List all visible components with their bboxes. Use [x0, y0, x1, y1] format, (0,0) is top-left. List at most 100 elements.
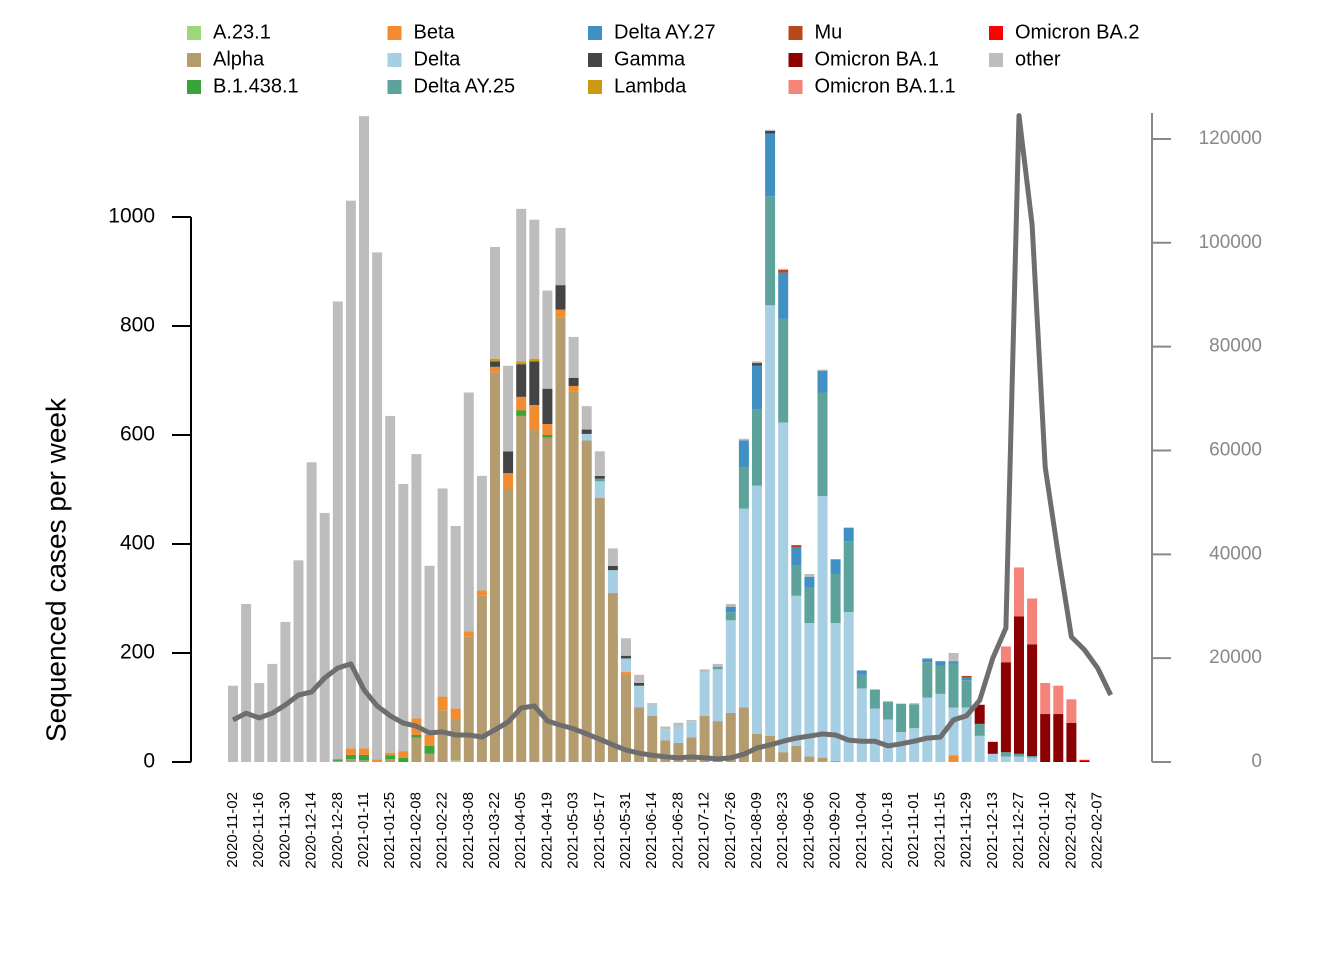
- bar-segment: [581, 429, 592, 434]
- legend-label: Delta: [414, 48, 462, 70]
- bar-segment: [804, 576, 815, 588]
- bar-segment: [896, 703, 907, 733]
- x-tick-label: 2021-08-09: [748, 792, 765, 869]
- bar-segment: [607, 593, 618, 762]
- x-tick-label: 2022-02-07: [1089, 792, 1106, 869]
- x-tick-label: 2021-09-20: [827, 792, 844, 869]
- bar-segment: [765, 305, 776, 736]
- legend-label: Beta: [414, 21, 456, 43]
- bar-segment: [411, 737, 422, 762]
- bar-segment: [529, 405, 540, 430]
- y2-tick-label: 0: [1251, 751, 1262, 772]
- bar-segment: [529, 429, 540, 762]
- bar-segment: [804, 756, 815, 762]
- bar-segment: [673, 726, 684, 743]
- bar-segment: [503, 365, 514, 452]
- bar-segment: [529, 219, 540, 359]
- bar-segment: [621, 655, 631, 659]
- bar-segment: [974, 735, 985, 762]
- bar-segment: [922, 658, 933, 663]
- legend-swatch: [187, 53, 201, 67]
- bar-segment: [476, 475, 487, 591]
- bar-segment: [987, 753, 998, 762]
- bar-segment: [948, 707, 959, 756]
- bar-segment: [503, 473, 514, 490]
- x-tick-label: 2021-10-18: [879, 792, 896, 869]
- bar-segment: [437, 696, 448, 711]
- bar-segment: [555, 227, 566, 286]
- y-axis-label: Sequenced cases per week: [40, 397, 71, 742]
- bar-segment: [555, 285, 566, 310]
- bar-segment: [817, 496, 828, 758]
- bar-segment: [673, 742, 684, 762]
- bar-segment: [948, 661, 959, 664]
- bar-segment: [450, 719, 461, 761]
- bar-segment: [725, 603, 736, 607]
- bar-segment: [359, 754, 369, 761]
- bar-segment: [254, 682, 265, 762]
- x-tick-label: 2021-06-28: [669, 792, 686, 869]
- bar-segment: [594, 451, 605, 476]
- bar-segment: [909, 728, 920, 762]
- x-tick-label: 2021-03-22: [486, 792, 503, 869]
- bar-segment: [568, 336, 579, 378]
- bar-segment: [450, 526, 461, 709]
- bar-segment: [974, 723, 985, 736]
- bar-segment: [1079, 760, 1090, 762]
- x-tick-label: 2021-02-08: [407, 792, 424, 869]
- bar-segment: [1040, 682, 1051, 715]
- bar-segment: [961, 680, 972, 708]
- x-tick-label: 2020-11-02: [224, 792, 241, 868]
- bar-segment: [987, 741, 998, 754]
- bar-segment: [935, 693, 946, 762]
- x-tick-label: 2022-01-10: [1036, 792, 1053, 869]
- bar-segment: [817, 369, 828, 371]
- bar-segment: [1053, 685, 1064, 715]
- x-tick-label: 2021-05-31: [617, 792, 634, 869]
- bar-segment: [385, 752, 396, 756]
- bar-segment: [503, 489, 514, 762]
- x-tick-label: 2021-12-27: [1010, 792, 1027, 869]
- x-tick-label: 2021-01-25: [381, 792, 398, 869]
- bar-segment: [581, 440, 592, 762]
- x-tick-label: 2021-11-01: [905, 792, 922, 868]
- bar-segment: [778, 268, 789, 270]
- bar-segment: [516, 208, 527, 362]
- bar-segment: [490, 358, 500, 362]
- bar-segment: [332, 759, 343, 761]
- bar-segment: [660, 740, 671, 762]
- bar-segment: [607, 570, 618, 594]
- bar-segment: [660, 729, 671, 741]
- legend-swatch: [588, 26, 602, 40]
- bar-segment: [1053, 714, 1064, 762]
- bar-segment: [450, 760, 461, 762]
- bar-segment: [424, 753, 435, 762]
- bar-segment: [830, 573, 841, 624]
- bar-segment: [1000, 756, 1011, 762]
- bar-segment: [883, 719, 893, 762]
- bar-segment: [411, 454, 422, 719]
- x-tick-label: 2020-12-28: [329, 792, 346, 869]
- bar-segment: [817, 392, 828, 497]
- bar-segment: [909, 703, 920, 705]
- bar-segment: [856, 688, 867, 762]
- y2-tick-label: 20000: [1209, 647, 1262, 668]
- bar-segment: [791, 545, 802, 548]
- legend-label: Delta AY.27: [614, 21, 716, 43]
- bar-segment: [332, 760, 343, 762]
- bar-segment: [725, 606, 736, 613]
- legend-label: Delta AY.25: [414, 75, 516, 97]
- bar-segment: [594, 497, 605, 762]
- bar-segment: [738, 707, 749, 762]
- x-tick-label: 2021-11-29: [958, 792, 975, 868]
- legend-swatch: [989, 53, 1003, 67]
- bar-segment: [1000, 752, 1011, 757]
- bar-segment: [359, 116, 369, 749]
- bar-segment: [883, 700, 893, 703]
- legend-label: other: [1015, 48, 1061, 70]
- bar-segment: [385, 415, 396, 753]
- bar-segment: [660, 726, 671, 730]
- bar-segment: [843, 541, 854, 613]
- bar-segment: [765, 129, 776, 131]
- bar-segment: [437, 710, 448, 762]
